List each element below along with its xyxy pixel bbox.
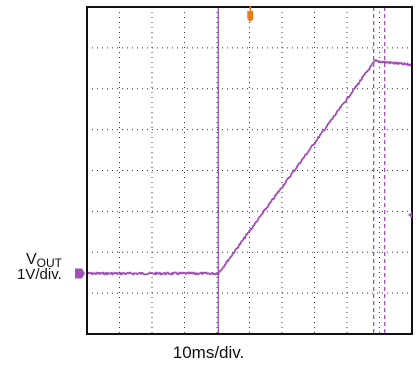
grid xyxy=(87,7,412,334)
series-line xyxy=(86,59,413,276)
x-axis-label: 10ms/div. xyxy=(172,343,245,362)
cursor-lines xyxy=(217,7,386,334)
trace-layer xyxy=(86,59,413,276)
channel-ground-marker xyxy=(75,268,85,279)
channel-name-label: VOUT xyxy=(26,251,63,271)
channel-scale-label: 1V/div. xyxy=(17,266,62,283)
trigger-position-marker xyxy=(247,11,254,22)
plot-frame xyxy=(86,6,413,335)
markers xyxy=(75,6,412,279)
trigger-level-marker xyxy=(408,212,412,218)
